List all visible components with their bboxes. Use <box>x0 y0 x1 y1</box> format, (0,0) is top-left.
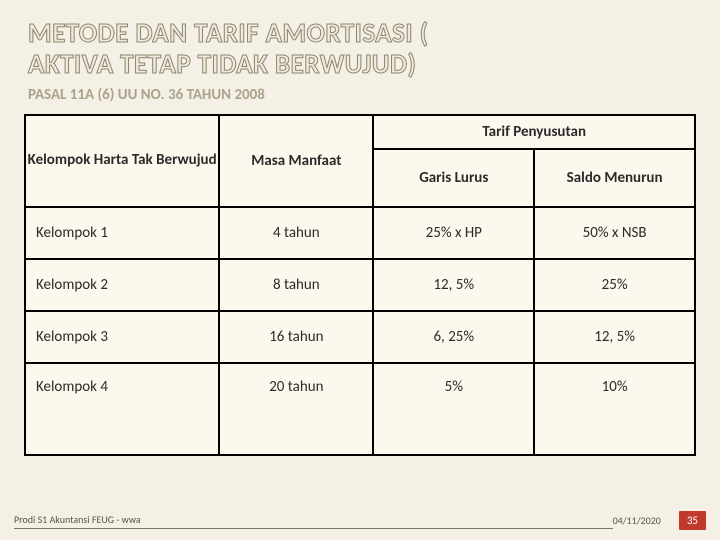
cell-masa: 20 tahun <box>219 363 373 455</box>
slide-title: METODE DAN TARIF AMORTISASI ( AKTIVA TET… <box>0 0 720 84</box>
cell-saldo: 25% <box>534 259 695 311</box>
cell-masa: 16 tahun <box>219 311 373 363</box>
col-header-garis: Garis Lurus <box>373 149 534 207</box>
footer: Prodi S1 Akuntansi FEUG - wwa 04/11/2020… <box>0 511 720 530</box>
footer-page-number: 35 <box>679 511 706 530</box>
cell-kelompok: Kelompok 1 <box>25 207 219 259</box>
cell-kelompok: Kelompok 4 <box>25 363 219 455</box>
cell-masa: 8 tahun <box>219 259 373 311</box>
footer-left-text: Prodi S1 Akuntansi FEUG - wwa <box>14 513 613 529</box>
title-line-2: AKTIVA TETAP TIDAK BERWUJUD) <box>28 48 416 81</box>
cell-kelompok: Kelompok 2 <box>25 259 219 311</box>
amortization-table: Kelompok Harta Tak Berwujud Masa Manfaat… <box>24 114 696 456</box>
cell-garis: 5% <box>373 363 534 455</box>
table-container: Kelompok Harta Tak Berwujud Masa Manfaat… <box>0 114 720 456</box>
col-header-masa: Masa Manfaat <box>219 115 373 207</box>
col-header-kelompok-text: Kelompok Harta Tak Berwujud <box>26 151 218 171</box>
col-header-kelompok: Kelompok Harta Tak Berwujud <box>25 115 219 207</box>
cell-masa: 4 tahun <box>219 207 373 259</box>
col-header-tarif-group: Tarif Penyusutan <box>373 115 695 149</box>
title-line-1: METODE DAN TARIF AMORTISASI ( <box>28 17 429 50</box>
cell-garis: 6, 25% <box>373 311 534 363</box>
cell-garis: 12, 5% <box>373 259 534 311</box>
footer-date: 04/11/2020 <box>613 514 661 527</box>
col-header-saldo: Saldo Menurun <box>534 149 695 207</box>
table-row: Kelompok 1 4 tahun 25% x HP 50% x NSB <box>25 207 695 259</box>
table-row: Kelompok 2 8 tahun 12, 5% 25% <box>25 259 695 311</box>
cell-saldo: 50% x NSB <box>534 207 695 259</box>
cell-saldo: 12, 5% <box>534 311 695 363</box>
table-row: Kelompok 4 20 tahun 5% 10% <box>25 363 695 455</box>
table-row: Kelompok 3 16 tahun 6, 25% 12, 5% <box>25 311 695 363</box>
cell-saldo: 10% <box>534 363 695 455</box>
cell-kelompok: Kelompok 3 <box>25 311 219 363</box>
slide-subtitle: PASAL 11A (6) UU NO. 36 TAHUN 2008 <box>0 84 720 114</box>
cell-garis: 25% x HP <box>373 207 534 259</box>
